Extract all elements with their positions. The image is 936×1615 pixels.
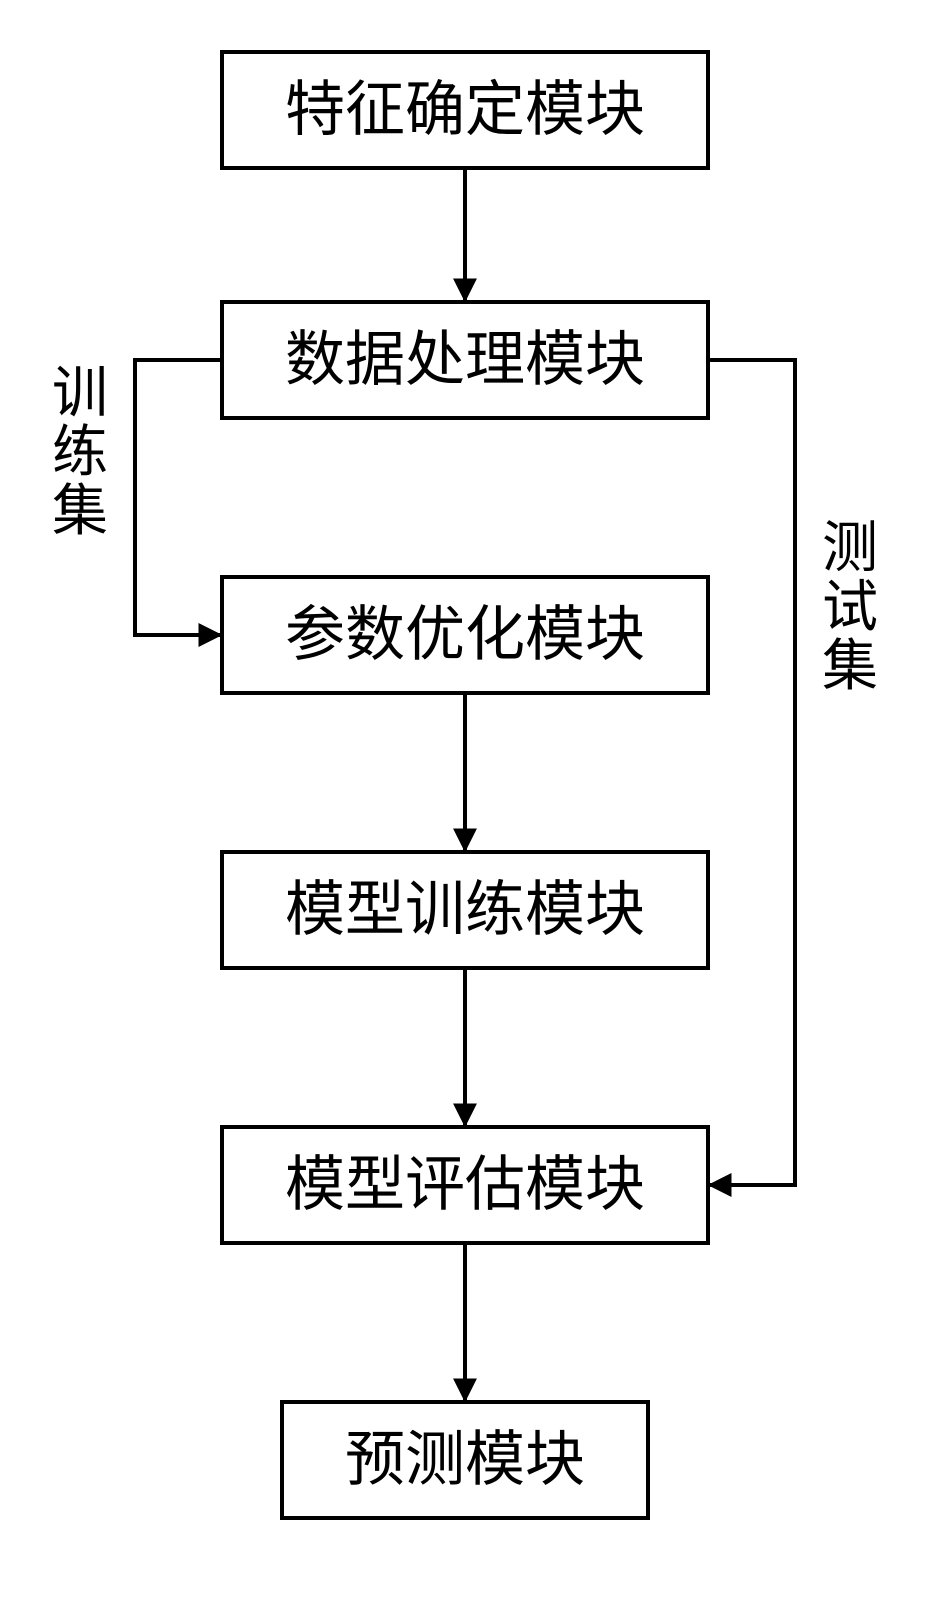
node-prediction: 预测模块 [280,1400,650,1520]
edge-e-test [710,360,795,1185]
edges-layer [0,0,936,1615]
node-model-training: 模型训练模块 [220,850,710,970]
node-label: 参数优化模块 [285,605,645,665]
node-label: 特征确定模块 [285,80,645,140]
flowchart-canvas: 特征确定模块 数据处理模块 参数优化模块 模型训练模块 模型评估模块 预测模块 … [0,0,936,1615]
node-label: 数据处理模块 [285,330,645,390]
edge-label-training-set: 训练集 [50,365,110,541]
edge-label-test-set: 测试集 [820,520,880,696]
node-parameter-optimization: 参数优化模块 [220,575,710,695]
node-feature-determination: 特征确定模块 [220,50,710,170]
node-model-evaluation: 模型评估模块 [220,1125,710,1245]
node-label: 模型评估模块 [285,1155,645,1215]
node-data-processing: 数据处理模块 [220,300,710,420]
edge-e-train [135,360,220,635]
node-label: 模型训练模块 [285,880,645,940]
node-label: 预测模块 [345,1430,585,1490]
